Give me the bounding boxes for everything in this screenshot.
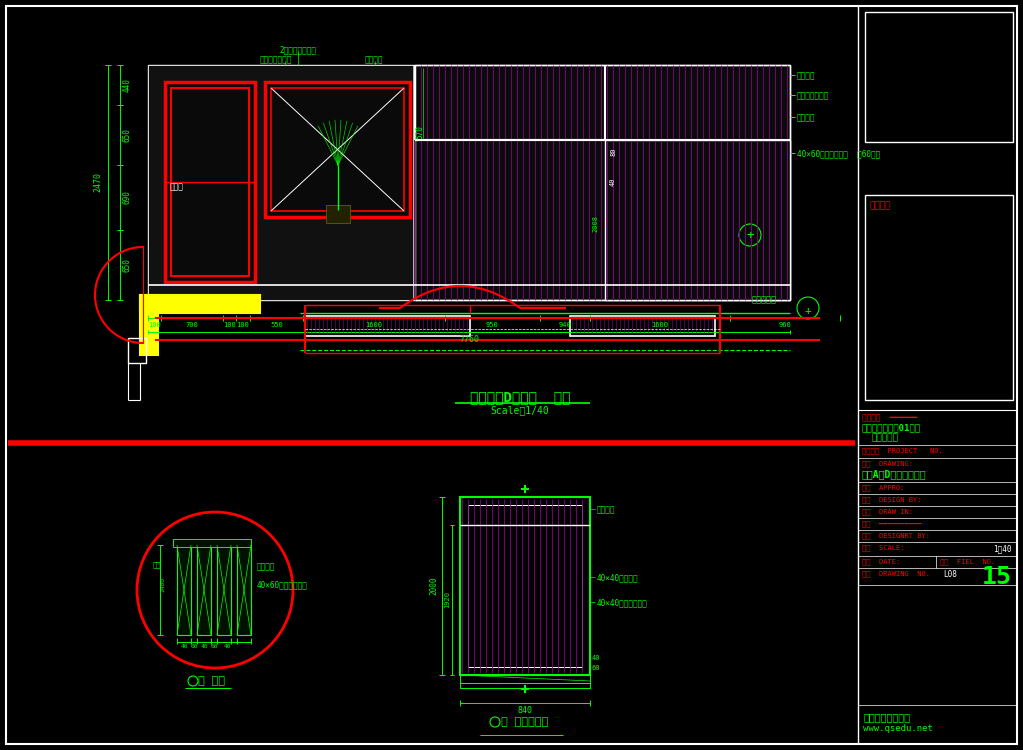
Text: 设计  DESIGN BY:: 设计 DESIGN BY: bbox=[862, 496, 922, 502]
Text: 艺术门廊D向立面  平面: 艺术门廊D向立面 平面 bbox=[470, 390, 570, 404]
Bar bbox=[570, 316, 715, 336]
Text: 家刷白色: 家刷白色 bbox=[797, 71, 815, 80]
Text: 100: 100 bbox=[223, 322, 236, 328]
Text: 40×40抽木线条边框: 40×40抽木线条边框 bbox=[597, 598, 648, 607]
Text: 1600: 1600 bbox=[365, 322, 383, 328]
Text: 950: 950 bbox=[486, 322, 499, 328]
Text: 1920: 1920 bbox=[444, 592, 450, 608]
Bar bbox=[140, 295, 260, 313]
Bar bbox=[173, 539, 251, 547]
Text: 阳台门: 阳台门 bbox=[170, 182, 184, 191]
Text: 960: 960 bbox=[779, 322, 792, 328]
Bar bbox=[326, 205, 350, 223]
Text: （温馨型）: （温馨型） bbox=[872, 433, 899, 442]
Text: 700: 700 bbox=[185, 322, 198, 328]
Text: +: + bbox=[746, 229, 754, 242]
Text: 齐生设计职业学校: 齐生设计职业学校 bbox=[863, 712, 910, 722]
Text: 日期  DATE:: 日期 DATE: bbox=[862, 558, 900, 565]
Text: 工程编号  PROJECT   NO.: 工程编号 PROJECT NO. bbox=[862, 447, 943, 454]
Text: 设放说明: 设放说明 bbox=[869, 201, 890, 210]
Text: 7760: 7760 bbox=[459, 335, 479, 344]
Text: 墙面水合乳胶漆: 墙面水合乳胶漆 bbox=[260, 55, 293, 64]
Text: 2000: 2000 bbox=[429, 577, 438, 596]
Text: 中间留空: 中间留空 bbox=[797, 113, 815, 122]
Text: 中间留空: 中间留空 bbox=[597, 505, 616, 514]
Text: 40: 40 bbox=[223, 644, 231, 649]
Text: 消暑城城样板房01户型: 消暑城城样板房01户型 bbox=[862, 423, 921, 432]
Text: 690: 690 bbox=[123, 190, 132, 205]
Bar bbox=[177, 545, 191, 635]
Text: 2470: 2470 bbox=[93, 172, 102, 193]
Bar bbox=[865, 12, 1013, 142]
Bar bbox=[140, 295, 158, 355]
Text: 15: 15 bbox=[982, 565, 1012, 589]
Text: 原生平室: 原生平室 bbox=[365, 55, 384, 64]
Text: 1600: 1600 bbox=[652, 322, 668, 328]
Text: 1：40: 1：40 bbox=[993, 544, 1012, 553]
Text: L08: L08 bbox=[943, 570, 957, 579]
Text: ② 推拉门立面: ② 推拉门立面 bbox=[501, 717, 548, 727]
Text: +: + bbox=[805, 306, 811, 316]
Bar bbox=[865, 195, 1013, 400]
Text: 650: 650 bbox=[123, 258, 132, 272]
Text: 图号  DRAWING  NO.: 图号 DRAWING NO. bbox=[862, 570, 930, 577]
Text: 840: 840 bbox=[518, 706, 533, 715]
Bar bbox=[165, 82, 255, 282]
Bar bbox=[460, 683, 590, 688]
Bar bbox=[415, 65, 790, 300]
Bar bbox=[171, 88, 249, 276]
Text: 中间留空: 中间留空 bbox=[257, 562, 275, 571]
Text: 审定  DESIGNRT BY:: 审定 DESIGNRT BY: bbox=[862, 532, 930, 538]
Text: 餐厅A、D向展开立面图: 餐厅A、D向展开立面图 bbox=[862, 469, 927, 479]
Text: Scale：1/40: Scale：1/40 bbox=[491, 405, 549, 415]
Text: 淡绿: 淡绿 bbox=[153, 562, 162, 568]
Text: 60: 60 bbox=[190, 644, 197, 649]
Bar bbox=[128, 338, 146, 363]
Text: 40×40抽木线条: 40×40抽木线条 bbox=[597, 573, 638, 582]
Text: 80: 80 bbox=[610, 147, 616, 155]
Text: 2公分宽线面刨槽: 2公分宽线面刨槽 bbox=[279, 45, 316, 54]
Text: 440: 440 bbox=[123, 78, 132, 92]
Bar bbox=[271, 88, 404, 211]
Text: 流水  APPRO:: 流水 APPRO: bbox=[862, 484, 904, 490]
Text: 570: 570 bbox=[415, 125, 425, 139]
Text: 40: 40 bbox=[201, 644, 208, 649]
Text: 图纸  FIEL  NO.: 图纸 FIEL NO. bbox=[940, 558, 995, 565]
Text: 比例  SCALE:: 比例 SCALE: bbox=[862, 544, 904, 550]
Text: 审核  ━━━━━━━━━━: 审核 ━━━━━━━━━━ bbox=[862, 520, 922, 526]
Text: 100: 100 bbox=[236, 322, 250, 328]
Bar bbox=[468, 505, 582, 667]
Bar bbox=[237, 545, 251, 635]
Text: 60: 60 bbox=[592, 665, 601, 671]
Text: 940: 940 bbox=[559, 322, 572, 328]
Bar bbox=[305, 316, 470, 336]
Bar bbox=[460, 497, 590, 675]
Text: 650: 650 bbox=[123, 128, 132, 142]
Text: 40×60抽木线条立柱  距60一条: 40×60抽木线条立柱 距60一条 bbox=[797, 149, 880, 158]
Text: 2400: 2400 bbox=[161, 578, 166, 592]
Text: 100: 100 bbox=[148, 322, 161, 328]
Text: 推拉门立面: 推拉门立面 bbox=[752, 295, 777, 304]
Bar bbox=[148, 65, 413, 300]
Text: 2008: 2008 bbox=[592, 215, 598, 232]
Text: 40: 40 bbox=[610, 177, 616, 185]
Text: 工程名称  ━━━━━━: 工程名称 ━━━━━━ bbox=[862, 413, 918, 422]
Bar bbox=[265, 82, 410, 217]
Text: 40: 40 bbox=[180, 644, 188, 649]
Text: 40×60抽木线条立柱: 40×60抽木线条立柱 bbox=[257, 580, 308, 589]
Text: www.qsedu.net: www.qsedu.net bbox=[863, 724, 933, 733]
Text: 推拉门轨道位置: 推拉门轨道位置 bbox=[797, 91, 830, 100]
Text: 制图  DRAW IN:: 制图 DRAW IN: bbox=[862, 508, 913, 515]
Bar bbox=[217, 545, 231, 635]
Text: 550: 550 bbox=[270, 322, 283, 328]
Bar bbox=[197, 545, 211, 635]
Bar bbox=[460, 675, 590, 683]
Text: 60: 60 bbox=[211, 644, 218, 649]
Text: 40: 40 bbox=[592, 655, 601, 661]
Text: 图名  DRAWING:: 图名 DRAWING: bbox=[862, 460, 913, 466]
Bar bbox=[605, 140, 790, 300]
Bar bbox=[148, 65, 790, 300]
Text: ① 大样: ① 大样 bbox=[197, 676, 224, 686]
